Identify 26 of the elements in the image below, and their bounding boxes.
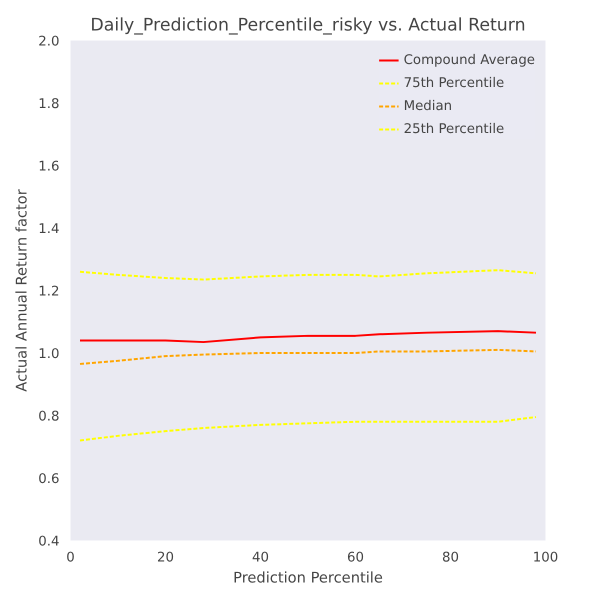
x-tick-label: 40 [252,550,269,566]
x-tick-label: 100 [532,550,558,566]
chart-title: Daily_Prediction_Percentile_risky vs. Actual Return [90,16,526,36]
y-tick-label: 0.6 [38,472,60,487]
y-tick-label: 1.6 [38,160,60,174]
legend-label: 75th Percentile [404,76,504,90]
line-series [79,330,537,344]
y-tick-label: 0.8 [38,410,60,424]
y-axis-title: Actual Annual Return factor [13,188,30,392]
line-series [79,416,537,442]
x-tick-label: 80 [442,550,459,566]
line-series [79,269,537,281]
x-tick-label: 20 [157,550,174,566]
legend-label: 25th Percentile [404,122,504,136]
line-series [79,348,537,365]
x-tick-label: 0 [66,550,75,566]
y-tick-label: 1.8 [38,97,60,112]
y-tick-label: 1.2 [38,284,60,300]
x-tick-label: 60 [347,550,364,566]
y-tick-label: 1.4 [38,222,60,237]
y-tick-label: 1.0 [38,347,60,362]
legend-label: Compound Average [404,52,535,68]
y-tick-label: 2.0 [38,34,60,50]
y-tick-label: 0.4 [38,534,60,550]
x-axis-title: Prediction Percentile [233,570,383,586]
legend-label: Median [404,98,452,114]
